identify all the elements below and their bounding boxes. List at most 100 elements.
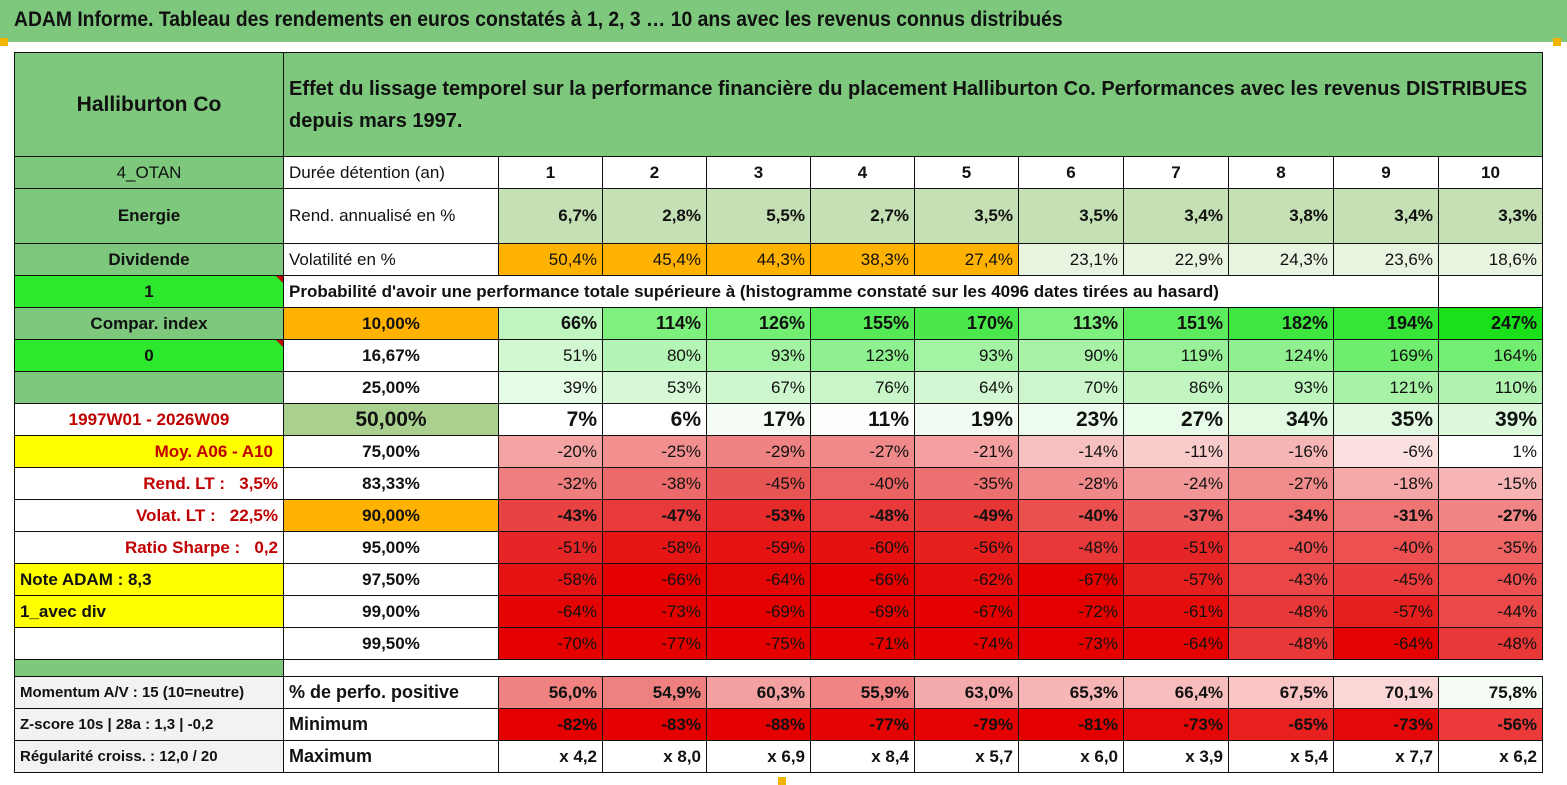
percentile-value-cell[interactable]: -64%: [498, 595, 603, 628]
duration-cell[interactable]: 3: [706, 156, 811, 189]
percentile-value-cell[interactable]: 124%: [1228, 339, 1334, 372]
percentile-cell[interactable]: 75,00%: [283, 435, 499, 468]
volat-lt-cell[interactable]: Volat. LT : 22,5%: [14, 499, 284, 532]
max-cell[interactable]: x 8,0: [602, 740, 707, 773]
percentile-value-cell[interactable]: -25%: [602, 435, 707, 468]
stats-label-cell[interactable]: % de perfo. positive: [283, 676, 499, 709]
type-cell[interactable]: Dividende: [14, 243, 284, 276]
percentile-value-cell[interactable]: -45%: [706, 467, 811, 500]
max-cell[interactable]: x 3,9: [1123, 740, 1229, 773]
percentile-value-cell[interactable]: -66%: [602, 563, 707, 596]
percentile-value-cell[interactable]: -77%: [602, 627, 707, 660]
percentile-value-cell[interactable]: 17%: [706, 403, 811, 436]
percentile-value-cell[interactable]: -18%: [1333, 467, 1439, 500]
percentile-value-cell[interactable]: -59%: [706, 531, 811, 564]
percentile-value-cell[interactable]: 64%: [914, 371, 1019, 404]
percentile-value-cell[interactable]: -60%: [810, 531, 915, 564]
stats-label-cell[interactable]: Maximum: [283, 740, 499, 773]
min-cell[interactable]: -81%: [1018, 708, 1124, 741]
percentile-value-cell[interactable]: -32%: [498, 467, 603, 500]
percentile-value-cell[interactable]: -40%: [1018, 499, 1124, 532]
percentile-value-cell[interactable]: -57%: [1333, 595, 1439, 628]
percentile-value-cell[interactable]: -71%: [810, 627, 915, 660]
percentile-value-cell[interactable]: -70%: [498, 627, 603, 660]
vol-cell[interactable]: 50,4%: [498, 243, 603, 276]
percentile-value-cell[interactable]: 1%: [1438, 435, 1543, 468]
percentile-value-cell[interactable]: 123%: [810, 339, 915, 372]
flag1-cell[interactable]: 1: [14, 275, 284, 308]
percentile-value-cell[interactable]: -35%: [914, 467, 1019, 500]
percentile-value-cell[interactable]: 19%: [914, 403, 1019, 436]
vol-cell[interactable]: 45,4%: [602, 243, 707, 276]
duration-cell[interactable]: 4: [810, 156, 915, 189]
percentile-cell[interactable]: 95,00%: [283, 531, 499, 564]
min-cell[interactable]: -79%: [914, 708, 1019, 741]
duration-cell[interactable]: 10: [1438, 156, 1543, 189]
percentile-value-cell[interactable]: -45%: [1333, 563, 1439, 596]
percentile-value-cell[interactable]: -24%: [1123, 467, 1229, 500]
pos-cell[interactable]: 60,3%: [706, 676, 811, 709]
percentile-value-cell[interactable]: -64%: [1333, 627, 1439, 660]
percentile-value-cell[interactable]: 93%: [1228, 371, 1334, 404]
percentile-value-cell[interactable]: -16%: [1228, 435, 1334, 468]
percentile-value-cell[interactable]: -73%: [602, 595, 707, 628]
percentile-cell[interactable]: 99,50%: [283, 627, 499, 660]
min-cell[interactable]: -83%: [602, 708, 707, 741]
percentile-value-cell[interactable]: -28%: [1018, 467, 1124, 500]
min-cell[interactable]: -65%: [1228, 708, 1334, 741]
resize-handle-bottom-center[interactable]: [778, 777, 786, 785]
percentile-value-cell[interactable]: -31%: [1333, 499, 1439, 532]
empty-cell[interactable]: [1438, 275, 1543, 308]
percentile-value-cell[interactable]: 126%: [706, 307, 811, 340]
min-cell[interactable]: -77%: [810, 708, 915, 741]
vol-cell[interactable]: 44,3%: [706, 243, 811, 276]
max-cell[interactable]: x 7,7: [1333, 740, 1439, 773]
vol-cell[interactable]: 23,1%: [1018, 243, 1124, 276]
min-cell[interactable]: -82%: [498, 708, 603, 741]
percentile-cell[interactable]: 99,00%: [283, 595, 499, 628]
percentile-value-cell[interactable]: 7%: [498, 403, 603, 436]
rend-cell[interactable]: 3,4%: [1123, 188, 1229, 244]
spacer-cell[interactable]: [283, 659, 1543, 677]
percentile-value-cell[interactable]: 182%: [1228, 307, 1334, 340]
asset-code-cell[interactable]: 4_OTAN: [14, 156, 284, 189]
duration-cell[interactable]: 8: [1228, 156, 1334, 189]
pos-cell[interactable]: 67,5%: [1228, 676, 1334, 709]
asset-name-cell[interactable]: Halliburton Co: [14, 52, 284, 157]
percentile-cell[interactable]: 16,67%: [283, 339, 499, 372]
rend-cell[interactable]: 3,5%: [914, 188, 1019, 244]
percentile-value-cell[interactable]: -14%: [1018, 435, 1124, 468]
max-cell[interactable]: x 4,2: [498, 740, 603, 773]
percentile-value-cell[interactable]: -29%: [706, 435, 811, 468]
vol-cell[interactable]: 23,6%: [1333, 243, 1439, 276]
percentile-value-cell[interactable]: 23%: [1018, 403, 1124, 436]
percentile-value-cell[interactable]: -74%: [914, 627, 1019, 660]
percentile-value-cell[interactable]: -43%: [1228, 563, 1334, 596]
max-cell[interactable]: x 8,4: [810, 740, 915, 773]
percentile-value-cell[interactable]: -40%: [1333, 531, 1439, 564]
percentile-value-cell[interactable]: -40%: [1438, 563, 1543, 596]
percentile-value-cell[interactable]: 35%: [1333, 403, 1439, 436]
pos-cell[interactable]: 65,3%: [1018, 676, 1124, 709]
max-cell[interactable]: x 6,2: [1438, 740, 1543, 773]
percentile-value-cell[interactable]: -44%: [1438, 595, 1543, 628]
percentile-value-cell[interactable]: -27%: [810, 435, 915, 468]
percentile-value-cell[interactable]: 170%: [914, 307, 1019, 340]
pos-cell[interactable]: 75,8%: [1438, 676, 1543, 709]
percentile-value-cell[interactable]: 93%: [914, 339, 1019, 372]
percentile-value-cell[interactable]: 39%: [1438, 403, 1543, 436]
percentile-value-cell[interactable]: -58%: [602, 531, 707, 564]
percentile-value-cell[interactable]: -56%: [914, 531, 1019, 564]
percentile-value-cell[interactable]: -37%: [1123, 499, 1229, 532]
zscore-cell[interactable]: Z-score 10s | 28a : 1,3 | -0,2: [14, 708, 284, 741]
rend-cell[interactable]: 3,5%: [1018, 188, 1124, 244]
percentile-value-cell[interactable]: -47%: [602, 499, 707, 532]
percentile-value-cell[interactable]: -48%: [1228, 627, 1334, 660]
duration-cell[interactable]: 1: [498, 156, 603, 189]
percentile-value-cell[interactable]: 67%: [706, 371, 811, 404]
percentile-value-cell[interactable]: -73%: [1018, 627, 1124, 660]
duration-cell[interactable]: 9: [1333, 156, 1439, 189]
percentile-value-cell[interactable]: -64%: [706, 563, 811, 596]
percentile-value-cell[interactable]: -6%: [1333, 435, 1439, 468]
percentile-value-cell[interactable]: 27%: [1123, 403, 1229, 436]
